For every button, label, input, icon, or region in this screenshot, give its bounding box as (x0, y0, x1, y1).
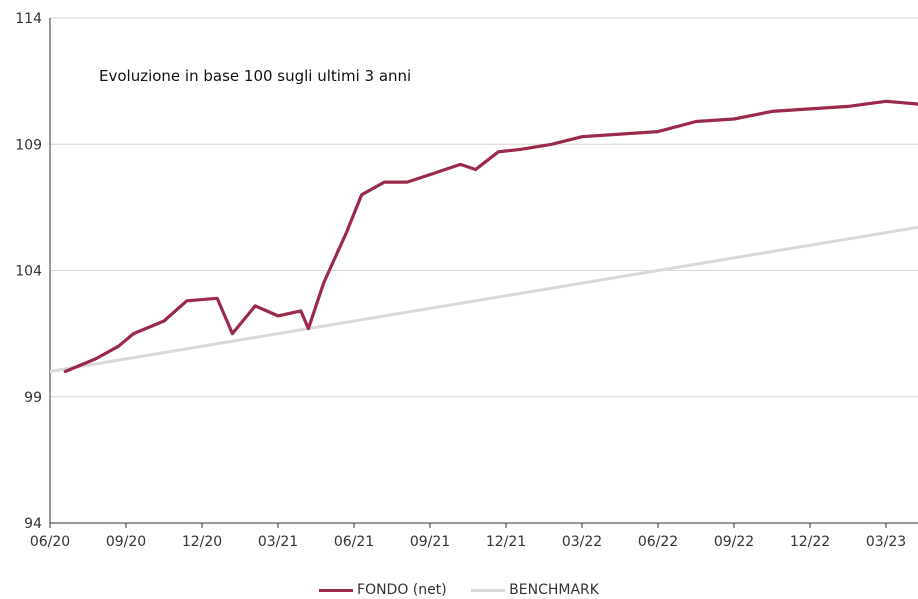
x-tick-label: 09/22 (714, 534, 754, 550)
series-lines (50, 99, 918, 374)
legend-item-fondo[interactable]: FONDO (net) (319, 582, 447, 598)
x-tick-label: 12/22 (790, 534, 830, 550)
y-tick-label: 114 (15, 11, 42, 27)
x-tick-label: 12/20 (182, 534, 222, 550)
legend-swatch-fondo (319, 588, 354, 592)
x-tick-label: 06/20 (30, 534, 70, 550)
x-tick-label: 06/22 (638, 534, 678, 550)
y-tick-label: 109 (15, 137, 42, 153)
x-tick-label: 03/21 (258, 534, 298, 550)
y-tick-label: 99 (24, 390, 42, 406)
legend: FONDO (net) BENCHMARK (0, 582, 918, 598)
series-line-fondo (63, 99, 918, 374)
x-tick-label: 03/22 (562, 534, 602, 550)
y-tick-label: 104 (15, 264, 42, 280)
legend-item-benchmark[interactable]: BENCHMARK (471, 582, 599, 598)
x-tick-label: 06/21 (334, 534, 374, 550)
x-tick-label: 03/23 (866, 534, 906, 550)
x-tick-label: 09/20 (106, 534, 146, 550)
x-tick-label: 12/21 (486, 534, 526, 550)
y-tick-label: 94 (24, 516, 42, 532)
x-tick-labels: 06/20 09/20 12/20 03/21 06/21 09/21 12/21 03/22… (30, 523, 906, 550)
legend-label-benchmark: BENCHMARK (509, 582, 599, 598)
series-line-benchmark (50, 225, 918, 373)
legend-swatch-benchmark (471, 588, 506, 592)
gridlines (50, 17, 918, 398)
chart-title: Evoluzione in base 100 sugli ultimi 3 an… (99, 67, 411, 85)
x-tick-label: 09/21 (410, 534, 450, 550)
legend-label-fondo: FONDO (net) (357, 582, 447, 598)
y-tick-labels: 94 99 104 109 114 (15, 11, 42, 532)
